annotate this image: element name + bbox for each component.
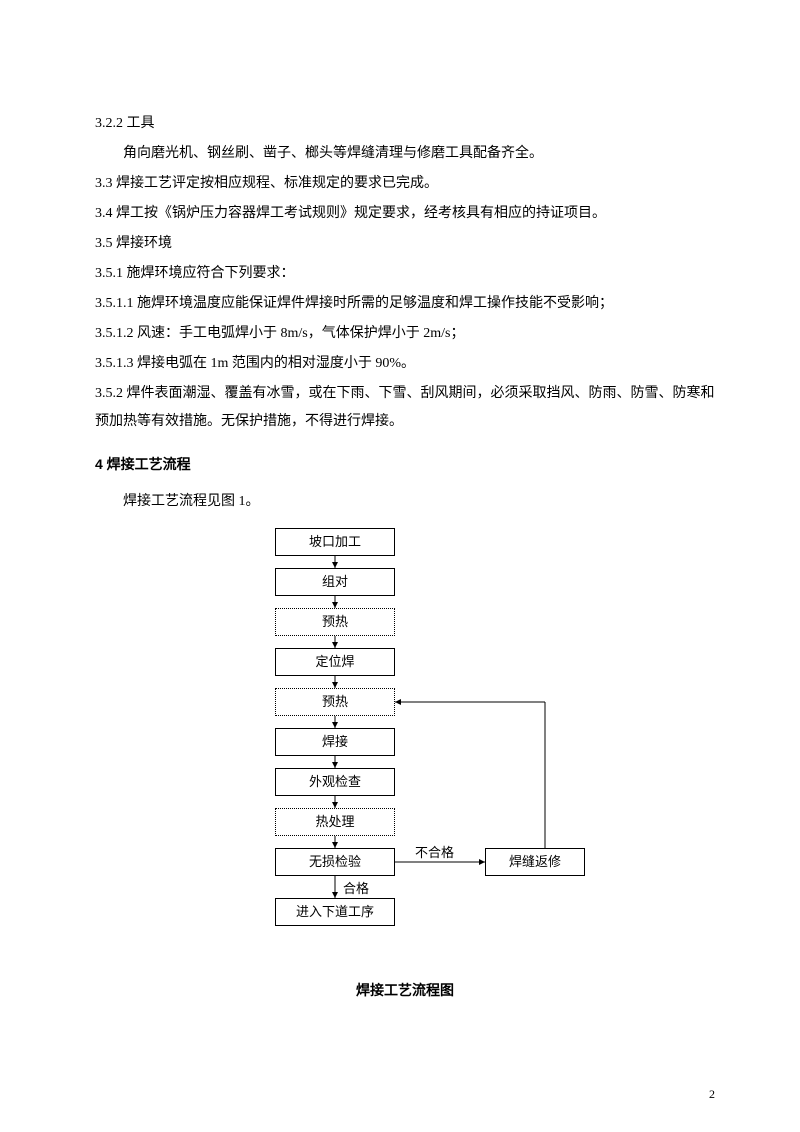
flow-node-3: 预热: [275, 608, 395, 636]
flow-node-repair: 焊缝返修: [485, 848, 585, 876]
para-3-5-1: 3.5.1 施焊环境应符合下列要求：: [95, 260, 715, 288]
para-3-5-1-2: 3.5.1.2 风速：手工电弧焊小于 8m/s，气体保护焊小于 2m/s；: [95, 320, 715, 348]
flowchart-arrows: [215, 528, 595, 948]
flow-node-1: 坡口加工: [275, 528, 395, 556]
para-3-5-1-3: 3.5.1.3 焊接电弧在 1m 范围内的相对湿度小于 90%。: [95, 350, 715, 378]
flow-node-7: 外观检查: [275, 768, 395, 796]
para-3-5-2: 3.5.2 焊件表面潮湿、覆盖有冰雪，或在下雨、下雪、刮风期间，必须采取挡风、防…: [95, 380, 715, 436]
flowchart-container: 坡口加工 组对 预热 定位焊 预热 焊接 外观检查 热处理 无损检验 进入下道工…: [95, 528, 715, 1000]
page-number: 2: [709, 1087, 715, 1102]
flow-node-9: 无损检验: [275, 848, 395, 876]
para-3-4: 3.4 焊工按《锅炉压力容器焊工考试规则》规定要求，经考核具有相应的持证项目。: [95, 200, 715, 228]
flow-node-4: 定位焊: [275, 648, 395, 676]
flowchart: 坡口加工 组对 预热 定位焊 预热 焊接 外观检查 热处理 无损检验 进入下道工…: [215, 528, 595, 978]
flow-node-10: 进入下道工序: [275, 898, 395, 926]
flow-label-pass: 合格: [343, 878, 369, 897]
para-3-5: 3.5 焊接环境: [95, 230, 715, 258]
para-3-5-1-1: 3.5.1.1 施焊环境温度应能保证焊件焊接时所需的足够温度和焊工操作技能不受影…: [95, 290, 715, 318]
para-3-3: 3.3 焊接工艺评定按相应规程、标准规定的要求已完成。: [95, 170, 715, 198]
para-3-2-2: 3.2.2 工具: [95, 110, 715, 138]
flow-node-6: 焊接: [275, 728, 395, 756]
section-4-title: 4 焊接工艺流程: [95, 450, 715, 478]
flow-label-fail: 不合格: [415, 842, 454, 861]
flow-node-5: 预热: [275, 688, 395, 716]
para-flow-intro: 焊接工艺流程见图 1。: [95, 488, 715, 516]
para-tools: 角向磨光机、钢丝刷、凿子、榔头等焊缝清理与修磨工具配备齐全。: [95, 140, 715, 168]
flowchart-caption: 焊接工艺流程图: [356, 980, 454, 1000]
flow-node-2: 组对: [275, 568, 395, 596]
flow-node-8: 热处理: [275, 808, 395, 836]
